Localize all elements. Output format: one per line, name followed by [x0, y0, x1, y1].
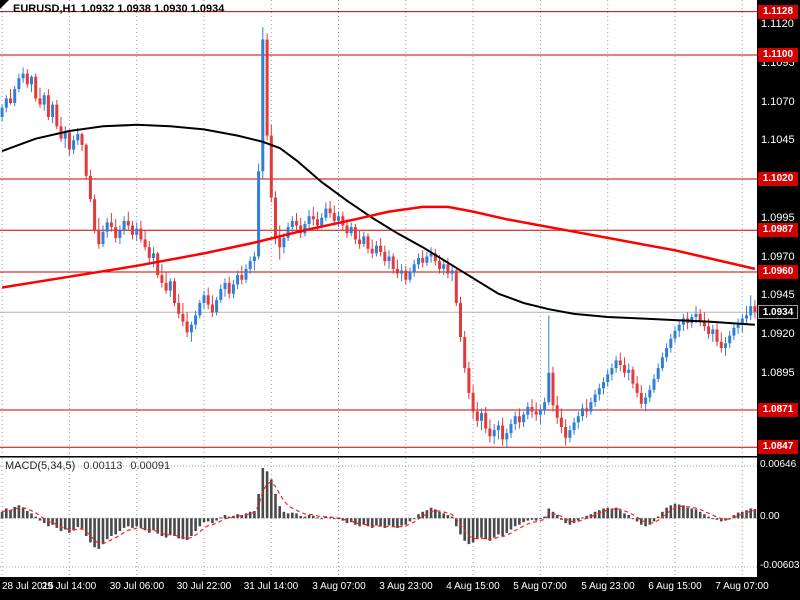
macd-label: MACD(5,34,5) [5, 460, 76, 472]
macd-axis-label: 0.00 [760, 511, 780, 522]
price-axis[interactable]: 1.1120 1.1095 1.1070 1.1045 1.0995 1.0970 1.09… [757, 0, 800, 577]
price-tick-label: 1.1070 [761, 96, 795, 108]
macd-histogram [0, 468, 757, 549]
time-tick-label: 4 Aug 15:00 [446, 581, 500, 592]
horizontal-level-lines[interactable] [0, 11, 757, 448]
current-price-label: 1.0934 [758, 305, 798, 319]
time-tick-label: 5 Aug 07:00 [513, 581, 567, 592]
macd-signal-line [1, 481, 756, 545]
price-tick-label: 1.0920 [761, 328, 795, 340]
time-tick-label: 7 Aug 07:00 [715, 581, 769, 592]
price-tick-label: 1.0945 [761, 289, 795, 301]
price-tick-label: 1.0895 [761, 367, 795, 379]
time-tick-label: 5 Aug 23:00 [581, 581, 635, 592]
level-price-label[interactable]: 1.1100 [758, 48, 798, 62]
symbol-timeframe-label: EURUSD,H1 [13, 3, 77, 15]
price-tick-label: 1.0970 [761, 251, 795, 263]
level-price-label[interactable]: 1.0960 [758, 265, 798, 279]
macd-axis-label: 0.00646 [760, 459, 797, 470]
price-tick-label: 1.0995 [761, 212, 795, 224]
time-tick-label: 28 Jul 2015 [2, 581, 54, 592]
moving-average-red [1, 205, 756, 289]
price-chart-area[interactable] [0, 0, 757, 456]
level-price-label[interactable]: 1.1020 [758, 172, 798, 186]
time-tick-label: 30 Jul 06:00 [109, 581, 165, 592]
macd-signal-value: 0.00091 [130, 460, 171, 472]
level-price-label[interactable]: 1.0987 [758, 223, 798, 237]
ohlc-values: 1.0932 1.0938 1.0930 1.0934 [80, 3, 225, 15]
time-axis[interactable]: 28 Jul 2015 29 Jul 14:00 30 Jul 06:00 30 Ju… [0, 577, 800, 600]
time-tick-label: 30 Jul 22:00 [176, 581, 232, 592]
time-tick-label: 29 Jul 14:00 [41, 581, 97, 592]
level-price-label[interactable]: 1.0847 [758, 440, 798, 454]
grid-layer [1, 0, 743, 456]
time-tick-label: 3 Aug 23:00 [379, 581, 433, 592]
macd-canvas [0, 458, 757, 577]
level-price-label[interactable]: 1.1128 [758, 5, 798, 19]
price-tick-label: 1.1120 [761, 18, 794, 30]
window-corner-icon [0, 0, 9, 9]
macd-indicator-panel[interactable]: MACD(5,34,5) 0.00113 0.00091 [0, 457, 757, 577]
symbol-ohlc-header: EURUSD,H1 1.0932 1.0938 1.0930 1.0934 [13, 3, 228, 15]
macd-axis-label: -0.00603 [760, 560, 800, 571]
candles-layer [0, 27, 757, 448]
macd-header: MACD(5,34,5) 0.00113 0.00091 [5, 460, 170, 472]
price-tick-label: 1.1045 [761, 134, 795, 146]
level-price-label[interactable]: 1.0871 [758, 403, 798, 417]
macd-grid-layer [0, 458, 757, 577]
macd-main-value: 0.00113 [83, 460, 123, 472]
time-tick-label: 6 Aug 15:00 [648, 581, 702, 592]
time-tick-label: 31 Jul 14:00 [243, 581, 299, 592]
moving-average-black [1, 123, 755, 326]
price-chart-canvas [0, 0, 757, 456]
time-tick-label: 3 Aug 07:00 [312, 581, 366, 592]
